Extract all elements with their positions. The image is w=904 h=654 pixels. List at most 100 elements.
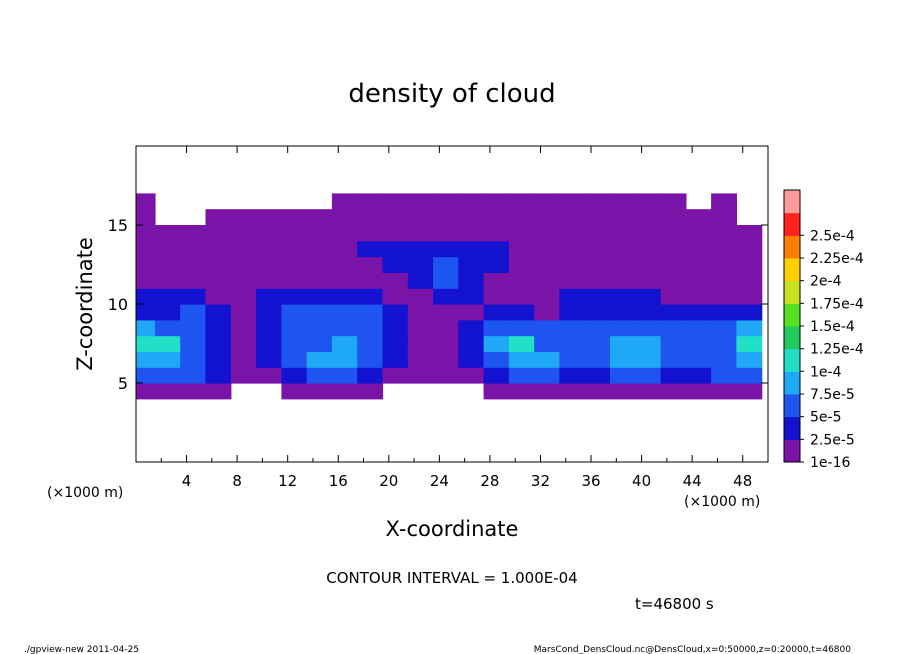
heatmap-cell xyxy=(155,272,181,289)
y-axis: 5 10 15 xyxy=(108,216,768,393)
heatmap-cell xyxy=(508,367,535,384)
heatmap-cell xyxy=(136,225,156,242)
heatmap-cell xyxy=(534,383,561,400)
heatmap-cell xyxy=(155,288,181,305)
heatmap-cell xyxy=(508,225,535,242)
heatmap-cell xyxy=(433,256,459,273)
heatmap-cell xyxy=(483,304,510,321)
heatmap-cell xyxy=(711,256,737,273)
heatmap-cell xyxy=(180,288,207,305)
heatmap-cell xyxy=(136,319,156,337)
heatmap-cell xyxy=(483,319,510,337)
heatmap-cell xyxy=(155,383,181,400)
heatmap-cell xyxy=(711,335,737,352)
heatmap-cell xyxy=(534,304,561,321)
heatmap-cell xyxy=(136,304,156,321)
heatmap-cell xyxy=(281,335,308,352)
footer-left: ./gpview-new 2011-04-25 xyxy=(24,645,139,654)
heatmap-cell xyxy=(357,240,384,258)
heatmap-cell xyxy=(711,272,737,289)
heatmap-cell xyxy=(685,351,712,368)
heatmap-cell xyxy=(331,304,358,321)
heatmap-cell xyxy=(433,193,459,210)
heatmap-cell xyxy=(136,240,156,258)
colorbar-swatch xyxy=(784,280,800,304)
colorbar-swatch xyxy=(784,416,800,440)
heatmap-cell xyxy=(610,256,636,273)
heatmap-cell xyxy=(433,335,459,352)
colorbar-swatch xyxy=(784,190,800,214)
heatmap-cell xyxy=(230,209,257,226)
heatmap-cell xyxy=(584,383,611,400)
heatmap-cell xyxy=(205,240,232,258)
heatmap-cell xyxy=(281,256,308,273)
colorbar-swatch xyxy=(784,394,800,418)
heatmap-cell xyxy=(685,288,712,305)
y-axis-label: Z-coordinate xyxy=(73,237,97,371)
x-tick-label: 12 xyxy=(278,472,297,490)
heatmap-cell xyxy=(407,209,434,226)
x-axis: 4 8 12 16 20 24 28 32 36 40 44 48 xyxy=(160,146,752,490)
heatmap-cell xyxy=(534,240,561,258)
heatmap-cell xyxy=(155,367,181,384)
heatmap-cell xyxy=(382,240,409,258)
x-tick-label: 40 xyxy=(632,472,651,490)
heatmap-cell xyxy=(433,367,459,384)
heatmap-cell xyxy=(382,351,409,368)
heatmap-cell xyxy=(508,351,535,368)
footer-right: MarsCond_DensCloud.nc@DensCloud,x=0:5000… xyxy=(534,645,851,654)
heatmap-cell xyxy=(660,304,687,321)
heatmap-cell xyxy=(483,335,510,352)
heatmap-cell xyxy=(256,304,282,321)
heatmap-cell xyxy=(382,225,409,242)
heatmap-cell xyxy=(357,383,384,400)
heatmap-cell xyxy=(483,240,510,258)
heatmap-cell xyxy=(685,209,712,226)
heatmap-cell xyxy=(584,319,611,337)
colorbar: 1e-16 2.5e-5 5e-5 7.5e-5 1e-4 1.25e-4 1.5e-4 1.… xyxy=(783,189,864,471)
heatmap-cell xyxy=(483,351,510,368)
heatmap-cell xyxy=(230,351,257,368)
heatmap-cell xyxy=(736,288,763,305)
heatmap-cell xyxy=(180,335,207,352)
heatmap-cell xyxy=(483,193,510,210)
heatmap-cell xyxy=(433,351,459,368)
heatmap-cell xyxy=(155,256,181,273)
heatmap-cell xyxy=(458,319,485,337)
heatmap-cell xyxy=(407,367,434,384)
heatmap-cell xyxy=(610,240,636,258)
heatmap-cell xyxy=(407,225,434,242)
heatmap-cell xyxy=(559,256,586,273)
heatmap-cell xyxy=(180,351,207,368)
heatmap-cell xyxy=(584,256,611,273)
heatmap-cell xyxy=(357,225,384,242)
heatmap-cell xyxy=(508,209,535,226)
heatmap-cell xyxy=(281,225,308,242)
heatmap-cell xyxy=(433,240,459,258)
heatmap-cell xyxy=(685,383,712,400)
heatmap-cell xyxy=(281,319,308,337)
colorbar-swatch xyxy=(784,348,800,372)
heatmap-cell xyxy=(205,209,232,226)
heatmap-cell xyxy=(635,351,662,368)
heatmap-cell xyxy=(433,209,459,226)
heatmap-cell xyxy=(180,272,207,289)
heatmap-cell xyxy=(407,256,434,273)
heatmap-cell xyxy=(635,272,662,289)
heatmap-cell xyxy=(205,256,232,273)
heatmap-cell xyxy=(610,351,636,368)
heatmap-cell xyxy=(281,383,308,400)
heatmap-cell xyxy=(357,256,384,273)
heatmap-cell xyxy=(306,272,333,289)
heatmap-cell xyxy=(584,351,611,368)
heatmap-cell xyxy=(458,288,485,305)
heatmap-cell xyxy=(508,304,535,321)
heatmap-cell xyxy=(534,209,561,226)
heatmap-cell xyxy=(281,304,308,321)
colorbar-swatch xyxy=(784,303,800,327)
heatmap-cell xyxy=(382,335,409,352)
heatmap-cell xyxy=(660,383,687,400)
heatmap-cell xyxy=(331,319,358,337)
heatmap-cell xyxy=(357,209,384,226)
